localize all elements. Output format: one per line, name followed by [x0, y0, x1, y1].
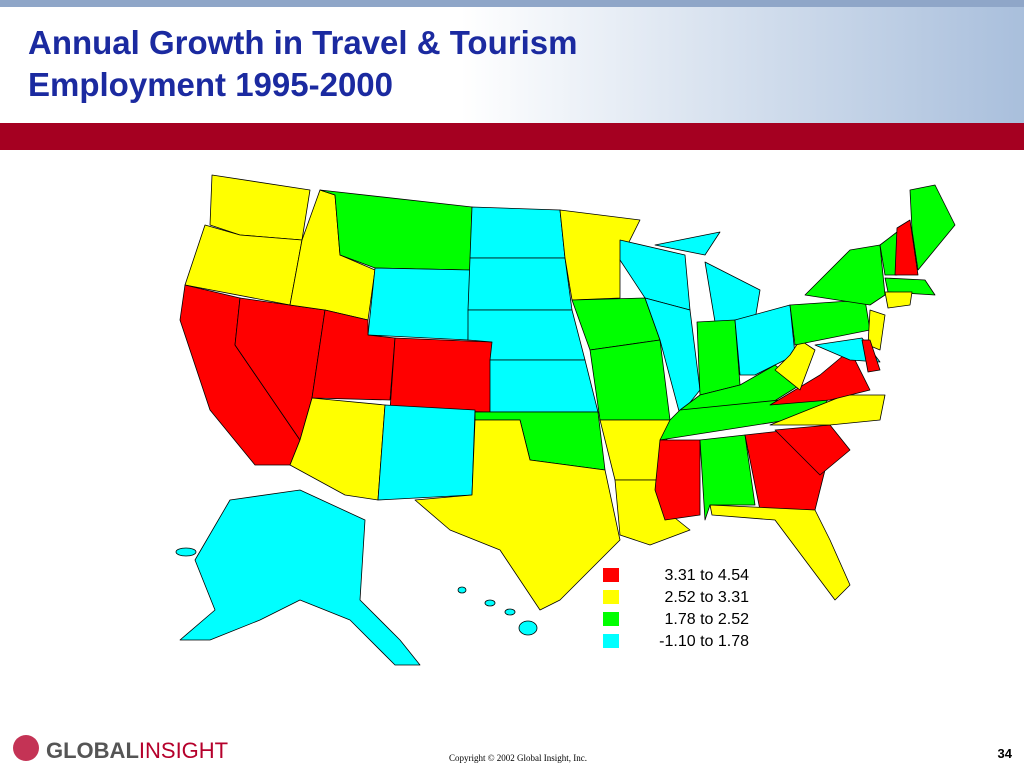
- legend-swatch: [603, 568, 619, 582]
- logo-light: INSIGHT: [139, 738, 228, 763]
- state: [414, 419, 621, 611]
- state: [696, 319, 741, 396]
- page-number: 34: [998, 746, 1013, 761]
- state: [589, 339, 671, 421]
- state: [654, 231, 721, 256]
- logo-mark: [13, 735, 39, 761]
- legend-swatch: [603, 634, 619, 648]
- legend-label: 3.31 to 4.54: [664, 567, 749, 584]
- state: [559, 209, 641, 301]
- top-strip: [0, 0, 1024, 7]
- state: [709, 504, 851, 601]
- state: [884, 291, 913, 309]
- island: [457, 586, 467, 594]
- logo-bold: GLOBAL: [46, 738, 139, 763]
- state: [909, 184, 956, 271]
- state: [377, 404, 476, 501]
- state: [867, 309, 886, 351]
- island: [518, 620, 538, 636]
- state: [654, 439, 701, 521]
- state: [489, 359, 599, 413]
- state: [861, 339, 881, 373]
- legend-label: 2.52 to 3.31: [664, 589, 749, 606]
- title-line: Annual Growth in Travel & Tourism: [28, 24, 577, 61]
- state: [884, 277, 936, 296]
- island: [175, 547, 197, 557]
- island: [504, 608, 516, 616]
- legend-label: -1.10 to 1.78: [659, 633, 749, 650]
- logo-text: GLOBALINSIGHT: [46, 738, 228, 763]
- state: [774, 424, 851, 476]
- copyright: Copyright © 2002 Global Insight, Inc.: [449, 753, 587, 763]
- state: [699, 434, 756, 521]
- legend-swatch: [603, 590, 619, 604]
- state: [389, 337, 493, 413]
- state: [774, 339, 816, 391]
- state: [179, 489, 421, 666]
- state: [894, 219, 919, 276]
- legend-label: 1.78 to 2.52: [664, 611, 749, 628]
- state: [367, 267, 471, 341]
- legend-swatch: [603, 612, 619, 626]
- us-map: [175, 174, 956, 666]
- title-line: Employment 1995-2000: [28, 66, 393, 103]
- header-background: [0, 0, 1024, 123]
- island: [484, 599, 496, 607]
- header-band: [0, 123, 1024, 150]
- state: [804, 244, 886, 306]
- legend: 3.31 to 4.54 2.52 to 3.31 1.78 to 2.52 -1.1…: [603, 567, 749, 650]
- state: [469, 206, 566, 259]
- state: [467, 257, 573, 311]
- state: [769, 349, 871, 406]
- state: [769, 394, 886, 426]
